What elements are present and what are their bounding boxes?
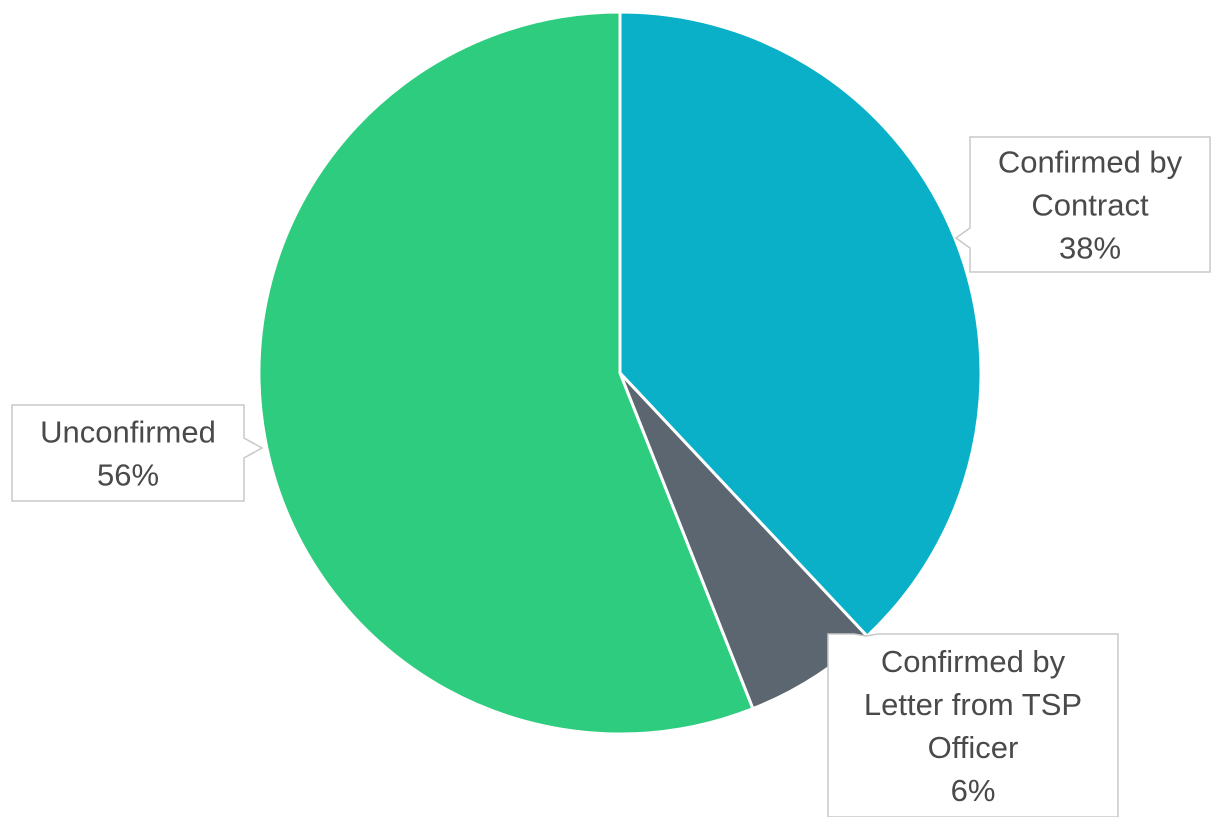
callout-box (11, 404, 264, 502)
callout-box (827, 633, 1119, 817)
slice-category-label: Unconfirmed (40, 414, 216, 449)
slice-value-label: 6% (951, 773, 996, 808)
pie-labels: Confirmed by Contract 38% Confirmed by Lette… (11, 136, 1211, 817)
slice-category-label: Contract (1031, 187, 1149, 222)
pie-slice-confirmed-by-contract (618, 10, 983, 638)
slice-value-label: 56% (97, 457, 159, 492)
slice-category-label: Confirmed by (881, 644, 1066, 679)
callout-box (954, 136, 1211, 273)
slice-category-label: Officer (928, 730, 1019, 765)
callout-confirmed-by-contract: Confirmed by Contract 38% (954, 136, 1211, 273)
slice-category-label: Letter from TSP (864, 687, 1082, 722)
slice-value-label: 38% (1059, 230, 1121, 265)
pie-slices (257, 10, 983, 736)
callout-unconfirmed: Unconfirmed 56% (11, 404, 264, 502)
callout-confirmed-by-letter-from-tsp-officer: Confirmed by Letter from TSP Officer 6% (827, 633, 1119, 817)
pie-slice-unconfirmed (257, 10, 755, 736)
slice-category-label: Confirmed by (998, 144, 1183, 179)
